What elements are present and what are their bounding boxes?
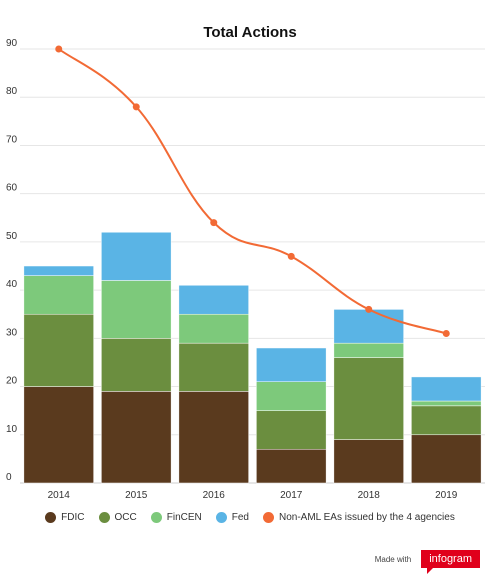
y-tick-label: 50 [6,231,18,242]
legend-item[interactable]: FDIC [45,512,85,523]
legend-swatch [150,512,162,523]
bar-segment-fincen[interactable] [178,313,249,344]
y-tick-label: 90 [6,38,18,49]
line-series [55,45,450,338]
chart-legend: FDIC OCC FinCEN Fed Non-AML EAs issued by th… [0,512,500,523]
bar-segment-fincen[interactable] [256,381,327,411]
grid-lines [20,48,485,484]
y-tick-label: 0 [6,472,12,483]
y-tick-label: 70 [6,134,18,145]
x-tick-label: 2014 [48,490,71,501]
legend-label: FDIC [61,512,85,523]
bar-segment-fed[interactable] [23,265,94,276]
line-path [58,48,447,335]
x-axis-ticks: 2014 2015 2016 2017 2018 2019 [48,490,458,501]
bar-segment-fdic[interactable] [178,391,249,484]
legend-swatch [98,512,110,523]
y-tick-label: 60 [6,183,18,194]
x-tick-label: 2017 [280,490,303,501]
bar-segment-occ[interactable] [178,342,249,392]
line-point[interactable] [55,45,63,53]
bar-segment-fed[interactable] [333,309,404,344]
bar-segment-fdic[interactable] [23,386,94,484]
y-tick-label: 80 [6,86,18,97]
x-tick-label: 2016 [203,490,226,501]
bar-segment-fincen[interactable] [101,280,172,339]
line-point[interactable] [442,330,450,338]
bar-segment-fed[interactable] [411,376,482,402]
chart-title: Total Actions [203,24,296,41]
y-tick-label: 20 [6,376,18,387]
bar-segment-fincen[interactable] [23,275,94,315]
line-point[interactable] [365,305,373,313]
legend-label: Fed [231,512,249,523]
bar-segment-fdic[interactable] [101,391,172,484]
bar-segment-fed[interactable] [256,347,327,382]
infogram-logo[interactable]: infogram [421,550,480,574]
bar-segment-occ[interactable] [256,410,327,450]
bar-segment-fdic[interactable] [411,434,482,484]
y-axis-ticks: 0 10 20 30 40 50 60 70 80 90 [6,38,18,483]
legend-item[interactable]: OCC [98,512,137,523]
legend-swatch [215,512,227,523]
line-point[interactable] [132,103,140,111]
legend-swatch [262,512,274,523]
legend-item[interactable]: Non-AML EAs issued by the 4 agencies [262,512,455,523]
line-point[interactable] [210,219,218,227]
y-tick-label: 10 [6,424,18,435]
bar-segment-fed[interactable] [101,231,172,281]
x-tick-label: 2019 [435,490,458,501]
legend-label: Non-AML EAs issued by the 4 agencies [278,512,455,523]
bar-segment-fed[interactable] [178,285,249,315]
y-tick-label: 30 [6,327,18,338]
legend-label: FinCEN [166,512,202,523]
legend-swatch [45,512,57,523]
x-tick-label: 2018 [358,490,381,501]
bar-segment-fdic[interactable] [256,448,327,484]
bar-segment-fincen[interactable] [411,400,482,407]
bar-segment-occ[interactable] [333,357,404,440]
legend-label: OCC [114,512,137,523]
y-tick-label: 40 [6,279,18,290]
bar-segment-fdic[interactable] [333,439,404,484]
bar-segment-occ[interactable] [411,405,482,436]
made-with-text: Made with [374,554,412,564]
legend-item[interactable]: Fed [215,512,249,523]
bar-segment-occ[interactable] [23,313,94,387]
line-point[interactable] [287,252,295,260]
legend-item[interactable]: FinCEN [150,512,202,523]
bars [23,231,482,484]
footer: Made with infogram [374,550,480,574]
bar-segment-occ[interactable] [101,338,172,392]
x-tick-label: 2015 [125,490,148,501]
bar-segment-fincen[interactable] [333,342,404,358]
